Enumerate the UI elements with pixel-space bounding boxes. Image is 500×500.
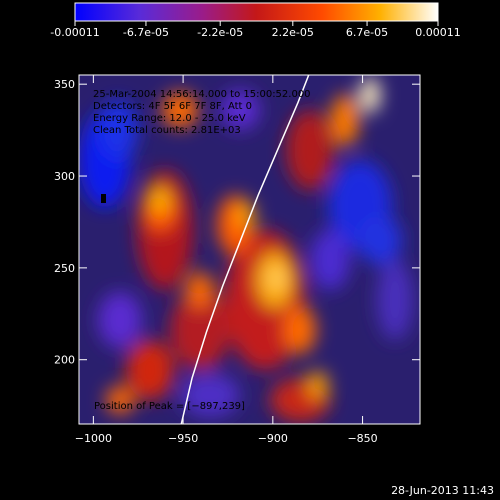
colorbar-tick-label: 2.2e-05 [272, 26, 314, 39]
y-tick-label: 350 [54, 78, 75, 91]
plot-frame [78, 74, 421, 425]
colorbar-tick-label: -0.00011 [50, 26, 99, 39]
heatmap-region [360, 77, 380, 113]
y-axis-label: Heliocentric Y (arcsec) [24, 188, 37, 312]
x-tick-label: −850 [347, 432, 377, 445]
y-tick-label: 300 [54, 170, 75, 183]
heatmap-region [106, 386, 134, 414]
colorbar [74, 2, 439, 22]
annotation-detectors: Detectors: 4F 5F 6F 7F 8F, Att 0 [93, 101, 252, 112]
annotation-time-range: 25-Mar-2004 14:56:14.000 to 15:00:52.000 [93, 89, 311, 100]
heatmap-region [331, 94, 359, 146]
heatmap-region [162, 92, 198, 128]
colorbar-unit-label: (photons cm⁻² s⁻¹ asec⁻²) [185, 37, 327, 50]
heatmap-region [268, 268, 286, 288]
y-tick-label: 200 [54, 354, 75, 367]
heatmap-region [308, 371, 328, 399]
heatmap-region [98, 100, 138, 160]
colorbar-tick-label: 0.00011 [415, 26, 461, 39]
dark-pixel-marker [101, 194, 106, 203]
heatmap-image [79, 75, 420, 424]
x-tick-label: −1000 [75, 432, 112, 445]
date-stamp: 28-Jun-2013 11:43 [391, 484, 494, 497]
solar-limb-line [180, 75, 310, 424]
heatmap-region [377, 260, 413, 340]
heatmap-region [150, 186, 170, 214]
annotation-counts: Clean Total counts: 2.81E+03 [93, 125, 241, 136]
heatmap-region [358, 215, 402, 265]
heatmap-region [180, 373, 240, 417]
heatmap-region [126, 340, 174, 400]
heatmap-region [98, 292, 142, 348]
colorbar-ticks: -0.00011 -6.7e-05 -2.2e-05 2.2e-05 6.7e-05 0.… [50, 21, 461, 39]
heatmap-region [235, 201, 255, 229]
heatmap-region [220, 90, 260, 130]
annotation-peak-position: Position of Peak = [−897,239] [94, 401, 245, 412]
heatmap-region [186, 272, 214, 308]
heatmap-region [286, 110, 334, 190]
x-tick-label: −950 [168, 432, 198, 445]
chart-title: Reconstructed RHESSI Image [147, 55, 366, 73]
colorbar-tick-label: 6.7e-05 [346, 26, 388, 39]
colorbar-tick-label: -6.7e-05 [123, 26, 169, 39]
y-tick-label: 250 [54, 262, 75, 275]
axis-ticks: −1000 −950 −900 −850 200 250 300 350 [54, 75, 420, 445]
annotation-energy-range: Energy Range: 12.0 - 25.0 keV [93, 113, 246, 124]
heatmap-region [310, 230, 350, 290]
x-tick-label: −900 [258, 432, 288, 445]
heatmap-region [284, 306, 316, 354]
x-axis-label: Heliocentric X (arcsec) [188, 452, 312, 465]
colorbar-tick-label: -2.2e-05 [197, 26, 243, 39]
